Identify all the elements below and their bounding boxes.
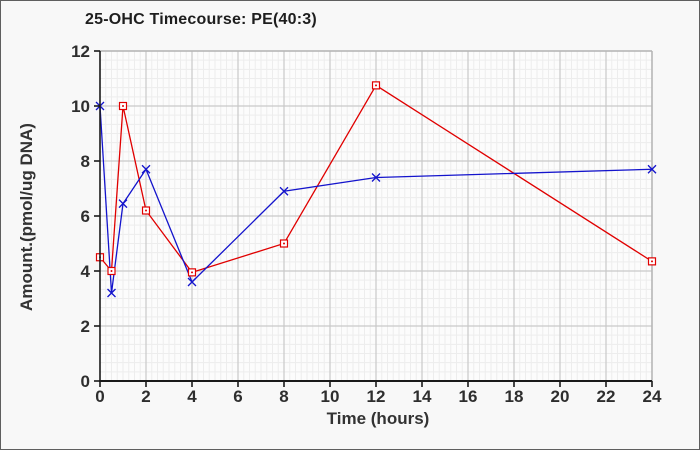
x-tick-label: 14 <box>413 387 432 406</box>
y-tick-label: 6 <box>81 207 90 226</box>
x-tick-label: 8 <box>279 387 288 406</box>
x-marker <box>141 164 151 174</box>
square-marker-dot <box>191 271 193 274</box>
y-tick-label: 4 <box>81 262 91 281</box>
x-tick-label: 0 <box>95 387 104 406</box>
y-tick-label: 0 <box>81 372 90 391</box>
square-marker-dot <box>283 242 285 245</box>
y-tick-label: 2 <box>81 317 90 336</box>
series-line-blue-x <box>99 105 653 294</box>
x-tick-label: 6 <box>233 387 242 406</box>
y-tick-label: 10 <box>71 97 90 116</box>
x-marker <box>187 277 197 287</box>
x-axis-label: Time (hours) <box>326 409 430 428</box>
x-marker <box>371 173 381 182</box>
x-tick-label: 10 <box>321 387 340 406</box>
x-tick-label: 2 <box>141 387 150 406</box>
x-tick-label: 24 <box>643 387 662 406</box>
chart-title: 25-OHC Timecourse: PE(40:3) <box>85 11 317 28</box>
square-marker-dot <box>375 84 377 87</box>
x-tick-label: 22 <box>597 387 616 406</box>
x-marker <box>118 199 128 209</box>
x-tick-label: 18 <box>505 387 524 406</box>
square-marker-dot <box>145 209 147 212</box>
x-marker <box>279 186 289 196</box>
y-tick-label: 12 <box>71 42 90 61</box>
square-marker-dot <box>110 270 113 272</box>
x-marker <box>647 164 657 174</box>
x-tick-label: 16 <box>459 387 478 406</box>
square-marker-dot <box>651 260 653 263</box>
series-line-red-squares <box>99 84 653 274</box>
y-tick-label: 8 <box>81 152 90 171</box>
x-tick-label: 4 <box>187 387 197 406</box>
square-marker-dot <box>122 105 124 107</box>
x-marker <box>107 288 116 298</box>
x-tick-label: 20 <box>551 387 570 406</box>
x-tick-label: 12 <box>367 387 386 406</box>
